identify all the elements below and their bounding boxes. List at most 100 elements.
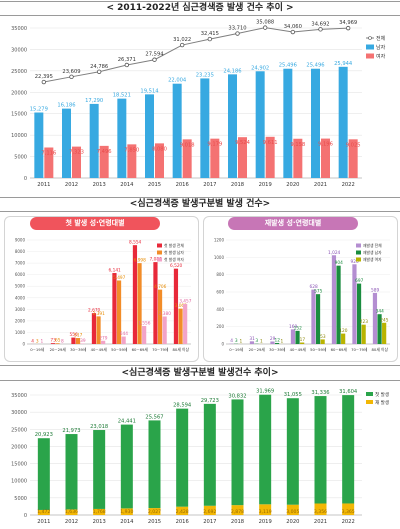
bar-recurrence	[314, 503, 327, 515]
y-tick-label: 35000	[11, 26, 27, 32]
legend-label: 재발생 남자	[363, 250, 382, 255]
bar-male	[75, 338, 81, 344]
x-tick-label: 2013	[93, 182, 106, 188]
bar-male	[336, 265, 341, 344]
bar-female	[382, 322, 387, 344]
data-label: 644	[120, 331, 128, 337]
y-tick-label: 400	[216, 307, 224, 312]
bar-female	[321, 138, 330, 178]
data-label-male: 16,186	[57, 103, 75, 109]
data-label-recurrence: 1,472	[37, 509, 50, 515]
bar-first	[37, 438, 50, 510]
data-label-recurrence: 2,027	[148, 509, 161, 515]
y-tick-label: 9000	[15, 238, 26, 243]
y-tick-label: 0	[24, 513, 27, 519]
data-label: 8	[61, 338, 64, 344]
bar-male	[34, 112, 44, 178]
bar-total	[270, 341, 275, 344]
x-tick-label: 2020	[286, 182, 299, 188]
y-tick-label: 15000	[11, 112, 27, 118]
data-label-total: 26,371	[118, 57, 136, 63]
data-label-first: 31,336	[311, 390, 329, 396]
data-label-recurrence: 3,119	[259, 509, 272, 515]
data-label-male: 24,902	[251, 65, 269, 71]
data-label: 3,457	[179, 299, 192, 305]
data-label: 3	[36, 338, 39, 344]
bar-male	[96, 316, 101, 344]
bar-first	[314, 396, 327, 504]
chart-title-trend: < 2011-2022년 심근경색증 발생 건수 추이 >	[106, 3, 294, 13]
y-tick-label: 2000	[15, 318, 26, 323]
y-tick-label: 5000	[15, 284, 26, 289]
x-tick-label: 2017	[203, 519, 216, 525]
title-rule-mid-bottom	[0, 211, 400, 212]
data-label: 904	[335, 260, 343, 266]
bar-first	[176, 408, 189, 507]
y-tick-label: 800	[216, 272, 224, 277]
y-tick-label: 8000	[15, 249, 26, 254]
title-rule-mid	[0, 197, 400, 198]
bar-female	[320, 339, 325, 344]
data-label-recurrence: 2,428	[176, 509, 189, 515]
data-label-female: 7,116	[41, 151, 56, 157]
bar-male	[200, 78, 210, 178]
bar-male	[295, 330, 300, 344]
y-tick-label: 1200	[214, 238, 225, 243]
bar-first	[148, 420, 161, 509]
bar-male	[283, 68, 293, 178]
y-tick-label: 10000	[11, 133, 27, 139]
x-tick-label: 2013	[93, 519, 106, 525]
legend-swatch	[157, 243, 162, 248]
bar-female	[238, 137, 247, 178]
x-tick-label: 70~79세	[152, 347, 169, 352]
bar-recurrence	[148, 508, 161, 515]
x-tick-label: 2021	[314, 182, 327, 188]
bar-female	[210, 138, 220, 178]
data-label-female: 7,850	[124, 147, 139, 153]
data-label-first: 29,723	[201, 398, 219, 404]
bar-first	[120, 424, 133, 509]
data-label-male: 24,186	[223, 68, 241, 74]
y-tick-label: 0	[24, 176, 27, 182]
x-tick-label: 30~39세	[70, 347, 87, 352]
data-label-male: 18,521	[113, 93, 131, 99]
data-label: 5,497	[113, 275, 126, 281]
data-label-female: 9,179	[207, 142, 222, 148]
y-tick-label: 15000	[11, 462, 27, 468]
x-tick-label: 2022	[342, 182, 355, 188]
data-label: 697	[355, 278, 363, 284]
legend-label: 첫 발생 여자	[164, 257, 184, 262]
bar-female	[348, 139, 358, 178]
data-label-total: 34,969	[339, 20, 357, 26]
data-label: 120	[339, 328, 347, 334]
data-label: 556	[70, 332, 78, 338]
x-tick-label: 30~39세	[269, 347, 286, 352]
data-label: 65	[55, 338, 61, 344]
bar-female	[182, 139, 192, 178]
data-label-female: 9,158	[290, 142, 305, 148]
data-label-first: 24,441	[118, 419, 136, 425]
total-point	[96, 69, 102, 74]
bar-total	[352, 264, 357, 344]
legend-label: 첫 발생	[375, 391, 389, 398]
chart-title-age: <심근경색증 발생구분별 발생 건수>	[129, 199, 271, 209]
y-tick-label: 25000	[11, 69, 27, 75]
data-label-first: 25,567	[145, 414, 163, 420]
data-label: 920	[351, 259, 359, 265]
bar-male	[315, 294, 321, 344]
bar-recurrence	[286, 504, 299, 515]
data-label-male: 15,279	[30, 107, 48, 113]
bar-female	[155, 143, 164, 178]
x-tick-label: 2014	[120, 182, 134, 188]
data-label-first: 23,018	[90, 424, 108, 430]
chart-title-type: <심근경색증 발생구분별 발생건수 추이>	[121, 368, 279, 378]
bar-total	[71, 337, 76, 344]
data-label-total: 32,415	[201, 31, 219, 37]
title-rule-bottom-bottom	[0, 380, 400, 381]
data-label-female: 9,524	[235, 140, 251, 146]
x-tick-label: 2017	[203, 182, 216, 188]
bar-total	[331, 255, 337, 344]
y-tick-label: 4000	[15, 295, 26, 300]
legend-label: 재발생 전체	[363, 243, 382, 248]
